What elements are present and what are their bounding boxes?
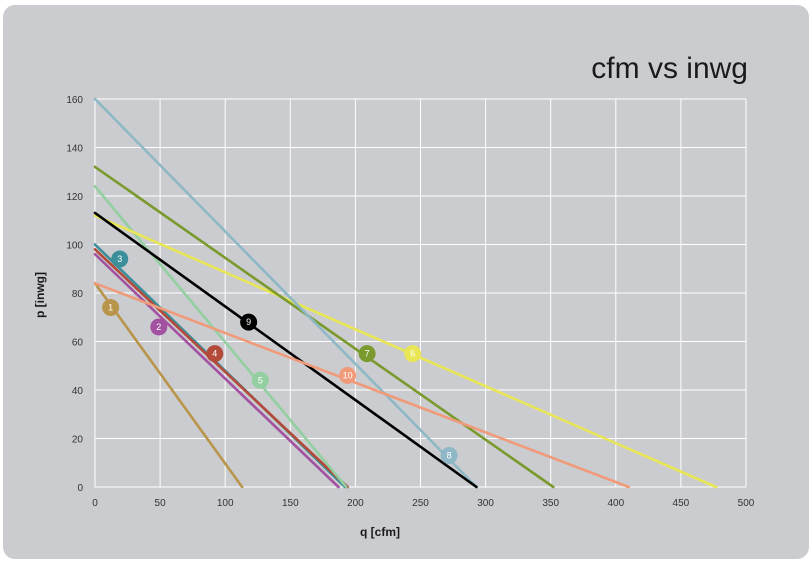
series-marker-8: 8 [440,446,458,464]
marker-circle [358,345,376,363]
x-tick-label: 250 [412,498,429,509]
series-line-7 [93,165,555,489]
series-line-10 [93,281,631,489]
y-axis-label: p [inwg] [33,272,47,318]
series-marker-1: 1 [102,299,120,317]
marker-circle [150,318,168,336]
marker-circle [404,345,422,363]
x-tick-label: 150 [282,498,299,509]
marker-label: 8 [447,450,452,460]
series-line-9 [93,211,478,489]
x-tick-label: 100 [217,498,234,509]
marker-circle [339,366,357,384]
y-tick-label: 80 [72,289,84,300]
x-tick-label: 400 [607,498,624,509]
y-tick-label: 100 [66,241,83,252]
marker-circle [102,299,120,317]
x-tick-label: 500 [738,498,755,509]
series-marker-6: 6 [404,345,422,363]
series-marker-2: 2 [150,318,168,336]
marker-label: 2 [156,322,161,332]
x-tick-label: 350 [542,498,559,509]
x-axis-label: q [cfm] [360,525,400,539]
marker-circle [251,371,269,389]
series-markers: 1 2 3 4 5 6 7 8 9 10 [102,250,458,464]
x-tick-label: 300 [477,498,494,509]
series-marker-10: 10 [339,366,357,384]
marker-label: 7 [365,349,370,359]
grid [94,98,747,488]
marker-label: 6 [410,349,415,359]
marker-circle [440,446,458,464]
x-tick-label: 50 [155,498,167,509]
series-line-8 [93,97,478,489]
marker-circle [206,345,224,363]
chart-card: cfm vs inwg 1 2 3 4 5 6 7 8 9 10 0 50 100 150 200 250 3… [3,5,809,559]
marker-label: 5 [258,375,263,385]
series-line-1 [93,281,244,489]
y-tick-label: 60 [72,338,84,349]
y-tick-label: 40 [72,386,84,397]
marker-label: 9 [246,317,251,327]
marker-label: 1 [108,303,113,313]
chart-title: cfm vs inwg [591,52,748,85]
series-line-2 [93,252,340,489]
series-marker-7: 7 [358,345,376,363]
series-marker-3: 3 [111,250,129,268]
x-tick-label: 200 [347,498,364,509]
x-tick-label: 0 [92,498,98,509]
x-tick-label: 450 [673,498,690,509]
y-tick-label: 20 [72,435,84,446]
series-line-4 [93,248,349,489]
y-tick-label: 120 [66,192,83,203]
series-marker-9: 9 [240,313,258,331]
marker-label: 4 [212,349,217,359]
y-tick-label: 140 [66,144,83,155]
series-lines [93,97,718,489]
series-line-5 [93,185,348,489]
marker-circle [240,313,258,331]
tick-labels: 0 50 100 150 200 250 300 350 400 450 500 0 20 40 60 80 1… [66,95,754,509]
series-marker-4: 4 [206,345,224,363]
marker-label: 3 [117,254,122,264]
series-marker-5: 5 [251,371,269,389]
marker-circle [111,250,129,268]
marker-label: 10 [343,370,353,380]
y-tick-label: 0 [77,483,83,494]
y-tick-label: 160 [66,95,83,106]
